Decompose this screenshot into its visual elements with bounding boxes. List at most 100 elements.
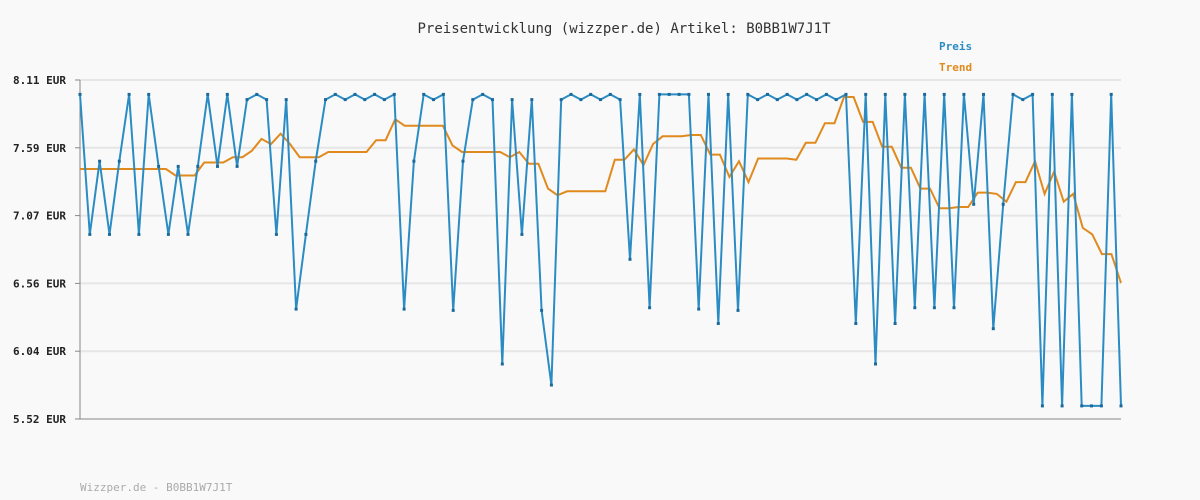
- data-point-preis: [726, 92, 730, 96]
- data-point-preis: [579, 98, 583, 102]
- data-point-preis: [461, 159, 465, 163]
- data-point-preis: [206, 92, 210, 96]
- data-point-preis: [520, 232, 524, 236]
- data-point-preis: [540, 308, 544, 312]
- data-point-preis: [952, 306, 956, 310]
- legend: Preis Trend: [939, 40, 972, 74]
- y-tick-label: 6.56 EUR: [13, 277, 66, 290]
- data-point-preis: [972, 202, 976, 206]
- data-point-preis: [942, 92, 946, 96]
- series-line-trend: [80, 96, 1122, 284]
- data-point-preis: [844, 92, 848, 96]
- data-point-preis: [274, 232, 278, 236]
- data-point-preis: [530, 98, 534, 102]
- data-point-preis: [471, 98, 475, 102]
- data-point-preis: [824, 92, 828, 96]
- data-point-preis: [687, 92, 691, 96]
- data-point-preis: [657, 92, 661, 96]
- data-point-preis: [1021, 98, 1025, 102]
- data-point-preis: [549, 383, 553, 387]
- data-point-preis: [982, 92, 985, 96]
- data-point-preis: [441, 92, 445, 96]
- data-point-preis: [402, 307, 406, 311]
- data-point-preis: [1119, 404, 1123, 408]
- data-point-preis: [324, 98, 327, 102]
- data-point-preis: [98, 159, 102, 163]
- data-point-preis: [157, 164, 161, 168]
- series-line-preis: [79, 92, 1122, 407]
- data-point-preis: [648, 306, 652, 310]
- y-tick-label: 8.11 EUR: [13, 74, 66, 87]
- data-point-preis: [1031, 92, 1035, 96]
- data-point-preis: [991, 327, 995, 331]
- data-point-preis: [294, 307, 298, 311]
- data-point-preis: [913, 306, 917, 310]
- data-point-preis: [716, 322, 720, 325]
- data-point-preis: [932, 306, 936, 310]
- y-axis-ticks: 8.11 EUR 7.59 EUR 7.07 EUR 6.56 EUR 6.04 EUR…: [13, 74, 80, 426]
- data-point-preis: [1090, 404, 1093, 408]
- data-point-preis: [432, 98, 435, 102]
- data-point-preis: [1050, 92, 1054, 96]
- data-point-preis: [834, 98, 838, 102]
- data-point-preis: [854, 322, 858, 325]
- data-point-preis: [628, 257, 632, 261]
- data-point-preis: [569, 92, 573, 96]
- data-point-preis: [815, 98, 819, 102]
- data-point-preis: [284, 98, 288, 102]
- data-point-preis: [1001, 202, 1005, 206]
- data-point-preis: [1060, 404, 1064, 408]
- data-point-preis: [1011, 92, 1015, 96]
- data-point-preis: [1040, 404, 1044, 408]
- data-point-preis: [147, 92, 151, 96]
- data-point-preis: [1080, 404, 1084, 408]
- data-point-preis: [903, 92, 907, 96]
- data-point-preis: [883, 92, 887, 96]
- data-point-preis: [314, 159, 318, 163]
- data-point-preis: [255, 92, 259, 96]
- data-point-preis: [186, 232, 190, 236]
- legend-trend: Trend: [939, 61, 972, 74]
- data-point-preis: [127, 92, 131, 96]
- data-point-preis: [874, 362, 877, 366]
- data-point-preis: [245, 98, 249, 102]
- data-point-preis: [392, 92, 396, 96]
- data-point-preis: [88, 232, 92, 236]
- data-point-preis: [225, 92, 229, 96]
- data-point-preis: [108, 232, 111, 236]
- data-point-preis: [382, 98, 386, 102]
- data-point-preis: [510, 98, 514, 102]
- data-point-preis: [1099, 404, 1103, 408]
- data-point-preis: [500, 362, 504, 366]
- data-point-preis: [353, 92, 357, 96]
- data-point-preis: [265, 98, 269, 102]
- data-point-preis: [746, 92, 750, 96]
- data-point-preis: [412, 159, 416, 163]
- data-point-preis: [923, 92, 927, 96]
- y-tick-label: 6.04 EUR: [13, 345, 66, 358]
- data-point-preis: [599, 98, 602, 102]
- y-tick-label: 7.07 EUR: [13, 210, 66, 223]
- data-point-preis: [491, 98, 494, 102]
- data-point-preis: [864, 92, 868, 96]
- data-point-preis: [422, 92, 426, 96]
- data-point-preis: [373, 92, 377, 96]
- data-point-preis: [697, 307, 701, 311]
- data-point-preis: [333, 92, 337, 96]
- data-point-preis: [736, 308, 740, 312]
- chart-title: Preisentwicklung (wizzper.de) Artikel: B…: [417, 21, 831, 37]
- data-point-preis: [795, 98, 799, 102]
- data-point-preis: [638, 92, 642, 96]
- data-point-preis: [589, 92, 593, 96]
- data-point-preis: [775, 98, 779, 102]
- data-point-preis: [962, 92, 966, 96]
- data-point-preis: [451, 308, 455, 312]
- data-point-preis: [481, 92, 485, 96]
- data-point-preis: [707, 92, 710, 96]
- data-point-preis: [235, 164, 239, 168]
- series-layer: [78, 92, 1123, 408]
- data-point-preis: [216, 164, 219, 168]
- grid-lines: [80, 79, 1121, 353]
- data-point-preis: [805, 92, 809, 96]
